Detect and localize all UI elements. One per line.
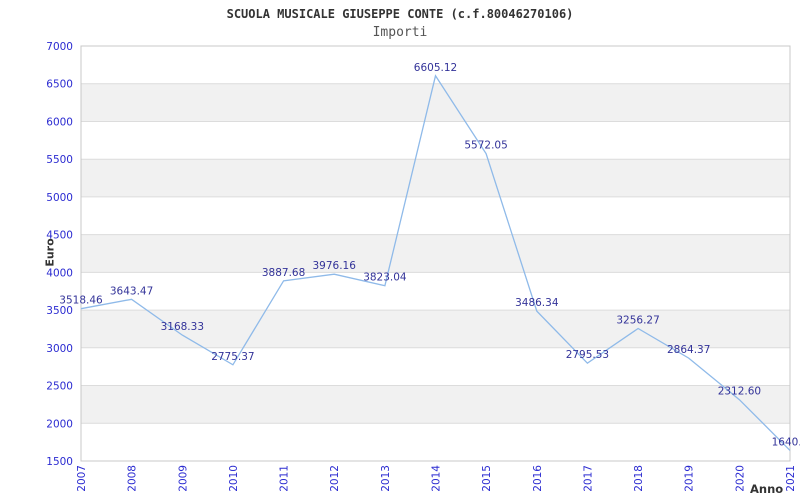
data-label: 1640.8	[772, 436, 800, 448]
x-tick-label: 2010	[228, 465, 240, 492]
data-label: 2864.37	[667, 344, 710, 356]
x-tick-label: 2012	[329, 465, 341, 492]
x-tick-label: 2018	[633, 465, 645, 492]
x-tick-label: 2007	[76, 465, 88, 492]
data-label: 3887.68	[262, 267, 305, 279]
plot-frame	[80, 45, 791, 462]
plot-band	[81, 234, 790, 273]
data-label: 5572.05	[464, 140, 507, 152]
data-label: 2795.53	[566, 349, 609, 361]
y-tick-label: 4500	[46, 230, 73, 242]
plot-band	[81, 423, 790, 461]
plot-band	[81, 196, 790, 235]
plot-band	[81, 272, 790, 311]
chart-subtitle: Importi	[372, 25, 428, 40]
y-axis-title: Euro	[43, 238, 57, 267]
plot-band	[81, 347, 790, 386]
y-tick-label: 6500	[46, 79, 73, 91]
y-tick-label: 4000	[46, 267, 73, 279]
x-tick-label: 2021	[785, 465, 797, 492]
data-label: 2312.60	[718, 386, 761, 398]
x-tick-label: 2016	[532, 465, 544, 492]
y-tick-label: 5000	[46, 192, 73, 204]
plot-band	[81, 385, 790, 424]
data-label: 3256.27	[616, 315, 659, 327]
data-label: 3823.04	[363, 272, 407, 284]
y-tick-label: 7000	[46, 41, 73, 53]
y-tick-label: 6000	[46, 117, 73, 129]
y-tick-label: 3500	[46, 305, 73, 317]
data-label: 3976.16	[312, 260, 356, 272]
x-axis-title: Anno	[750, 482, 784, 496]
data-label: 2775.37	[211, 351, 254, 363]
y-tick-label: 3000	[46, 343, 73, 355]
x-tick-label: 2020	[734, 465, 746, 492]
y-tick-label: 5500	[46, 154, 73, 166]
x-tick-label: 2014	[431, 465, 443, 492]
x-tick-label: 2013	[380, 465, 392, 492]
plot-band	[81, 310, 790, 348]
y-tick-label: 2500	[46, 381, 73, 393]
x-tick-label: 2008	[127, 465, 139, 492]
data-label: 3168.33	[161, 321, 204, 333]
data-label: 3643.47	[110, 285, 153, 297]
chart-title: SCUOLA MUSICALE GIUSEPPE CONTE (c.f.8004…	[226, 7, 574, 21]
data-label: 6605.12	[414, 62, 457, 74]
plot-band	[81, 121, 790, 160]
data-label: 3486.34	[515, 297, 559, 309]
data-label: 3518.46	[59, 295, 103, 307]
y-tick-label: 2000	[46, 418, 73, 430]
x-tick-label: 2019	[684, 465, 696, 492]
x-tick-label: 2009	[177, 465, 189, 492]
plot-band	[81, 159, 790, 197]
data-line	[80, 74, 791, 451]
plot-band	[81, 83, 790, 122]
x-tick-label: 2017	[582, 465, 594, 492]
y-tick-label: 1500	[46, 456, 73, 468]
x-tick-label: 2011	[279, 465, 291, 492]
x-tick-label: 2015	[481, 465, 493, 492]
